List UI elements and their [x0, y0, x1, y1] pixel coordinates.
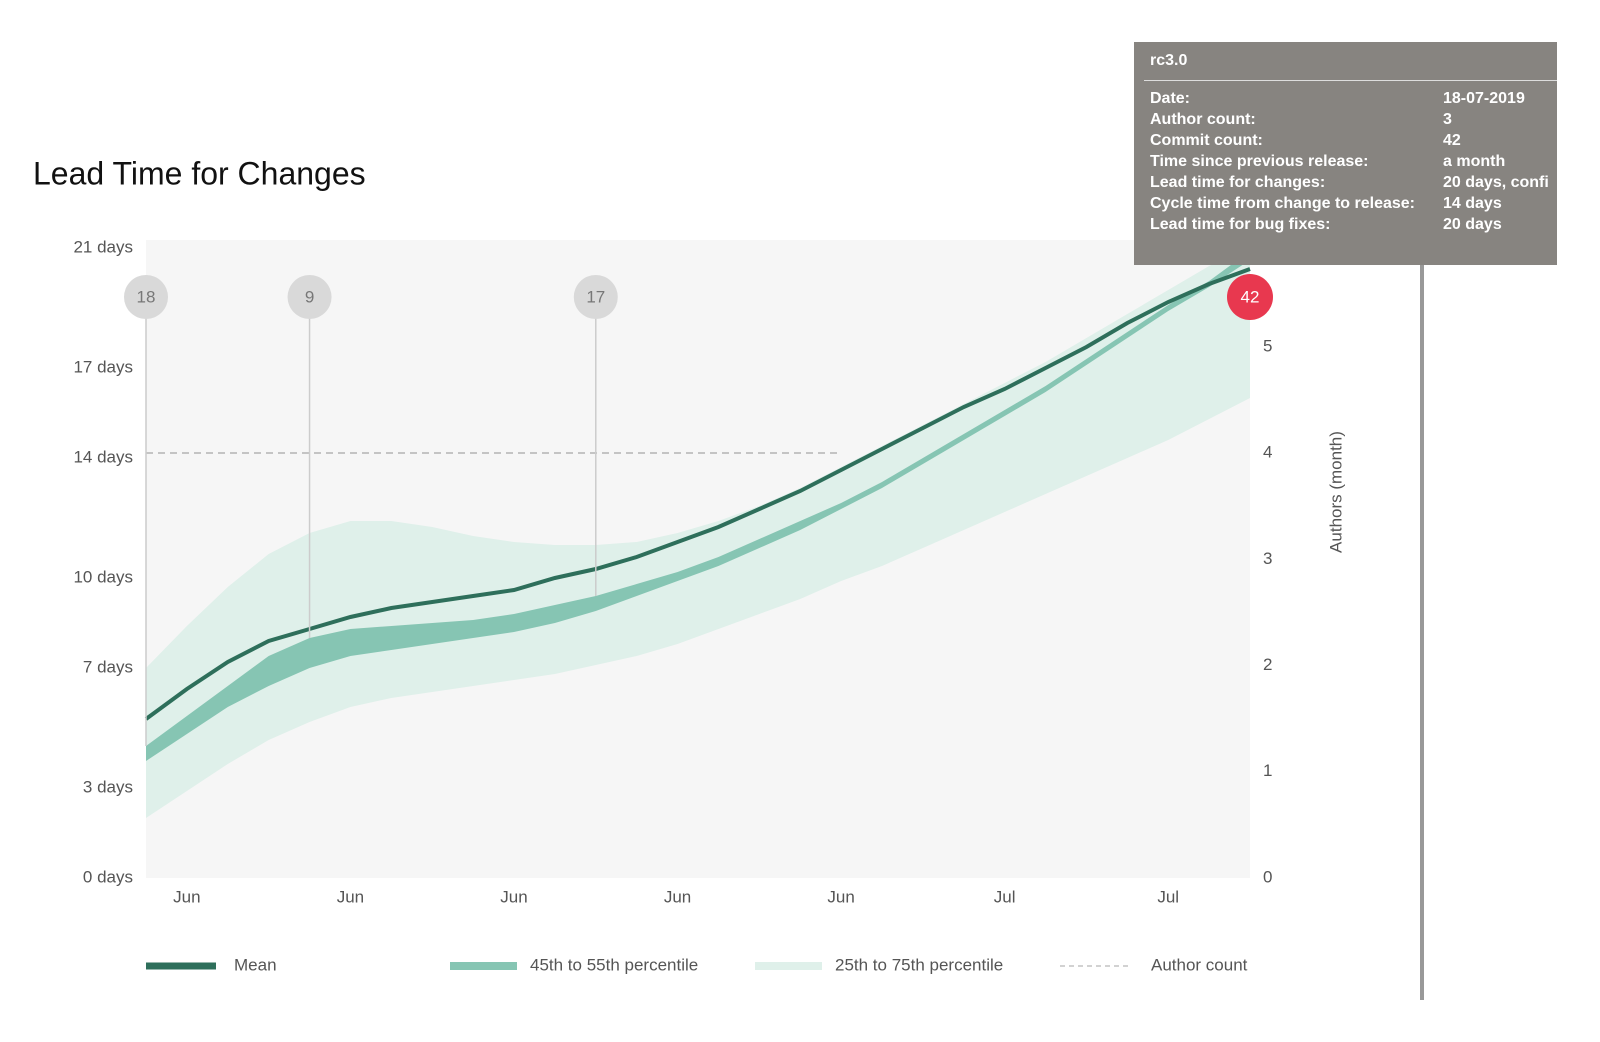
- y-tick-label: 0 days: [83, 867, 133, 886]
- x-tick-label: Jul: [1157, 887, 1179, 906]
- tooltip-label: Lead time for changes:: [1150, 174, 1326, 191]
- y-tick-label: 21 days: [73, 237, 133, 256]
- x-tick-label: Jul: [994, 887, 1016, 906]
- y-tick-label: 7 days: [83, 657, 133, 676]
- y2-tick-label: 5: [1263, 336, 1272, 355]
- tooltip-value: 18-07-2019: [1443, 90, 1525, 107]
- release-label: 18: [137, 287, 156, 306]
- tooltip-value: 3: [1443, 111, 1452, 128]
- tooltip-label: Commit count:: [1150, 132, 1263, 149]
- tooltip-label: Lead time for bug fixes:: [1150, 216, 1331, 233]
- tooltip-value: 14 days: [1443, 195, 1502, 212]
- y2-tick-label: 4: [1263, 443, 1272, 462]
- y2-tick-label: 3: [1263, 549, 1272, 568]
- tooltip-title: rc3.0: [1150, 52, 1188, 69]
- x-tick-label: Jun: [500, 887, 527, 906]
- y-tick-label: 17 days: [73, 357, 133, 376]
- release-marker: [287, 275, 332, 319]
- tooltip-label: Author count:: [1150, 111, 1256, 128]
- legend-swatch: [755, 962, 822, 970]
- legend-swatch: [450, 962, 517, 970]
- tooltip-label: Time since previous release:: [1150, 153, 1369, 170]
- mean-line: [144, 267, 1251, 721]
- tooltip-value: 20 days: [1443, 216, 1502, 233]
- x-tick-label: Jun: [173, 887, 200, 906]
- release-marker: [124, 275, 168, 319]
- release-marker: [1227, 274, 1273, 320]
- legend-label: Author count: [1151, 955, 1248, 974]
- y-tick-label: 14 days: [73, 447, 133, 466]
- x-tick-label: Jun: [827, 887, 854, 906]
- y2-tick-label: 1: [1263, 761, 1272, 780]
- tooltip-value: 42: [1443, 132, 1461, 149]
- release-label: 17: [586, 287, 605, 306]
- tooltip-value: 20 days, confi: [1443, 174, 1549, 191]
- release-label: 9: [305, 287, 314, 306]
- x-tick-label: Jun: [664, 887, 691, 906]
- legend-label: 45th to 55th percentile: [530, 955, 698, 974]
- release-marker: [573, 275, 618, 319]
- percentile-band: [146, 251, 1250, 761]
- chart-title: Lead Time for Changes: [33, 155, 366, 191]
- divider: [1420, 240, 1424, 1000]
- y-tick-label: 3 days: [83, 777, 133, 796]
- y2-tick-label: 0: [1263, 867, 1272, 886]
- y2-axis-label: Authors (month): [1326, 431, 1345, 553]
- tooltip-label: Date:: [1150, 90, 1191, 107]
- tooltip: rc3.0 Date: 18-07-2019 Author count: 3 Commi…: [1134, 42, 1557, 265]
- tooltip-separator: [1144, 80, 1557, 81]
- y2-tick-label: 2: [1263, 655, 1272, 674]
- release-label: 42: [1241, 287, 1260, 306]
- y-tick-label: 10 days: [73, 567, 133, 586]
- tooltip-label: Cycle time from change to release:: [1150, 195, 1415, 212]
- tooltip-value: a month: [1443, 153, 1506, 170]
- legend-label: 25th to 75th percentile: [835, 955, 1003, 974]
- legend-label: Mean: [234, 955, 277, 974]
- x-tick-label: Jun: [337, 887, 364, 906]
